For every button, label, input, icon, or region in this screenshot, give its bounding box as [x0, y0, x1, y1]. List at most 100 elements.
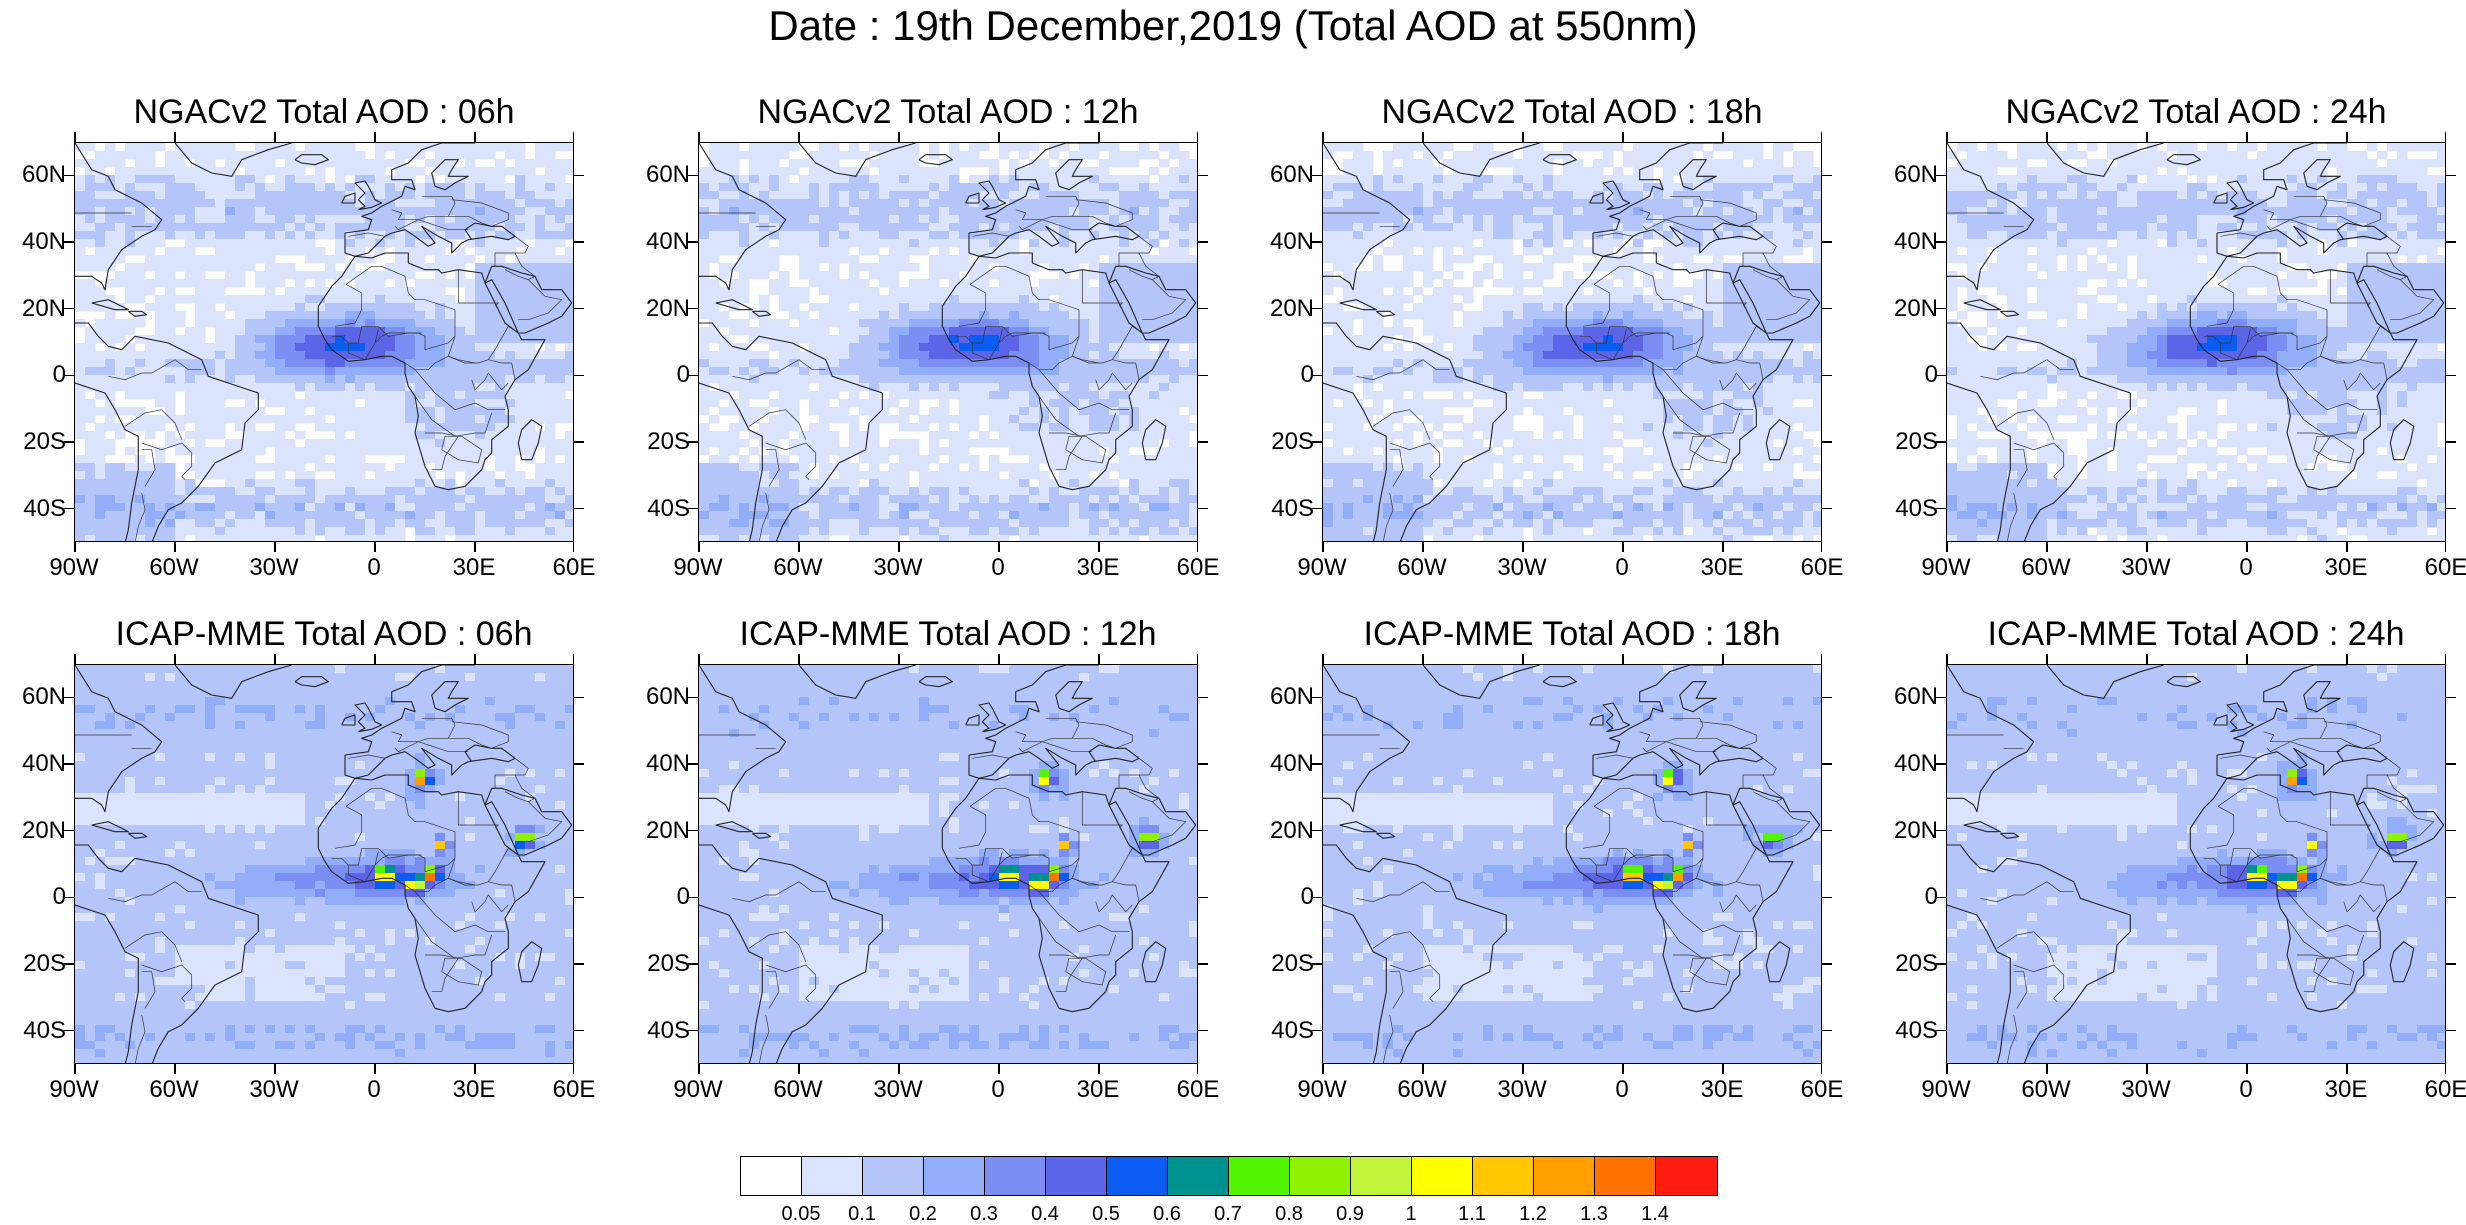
colorbar-swatch — [741, 1157, 802, 1195]
lon-tick-mark — [1322, 654, 1324, 664]
lat-tick-label: 60N — [620, 685, 690, 709]
lon-tick-mark — [274, 1064, 276, 1074]
lon-tick-label: 30W — [858, 556, 938, 580]
lat-tick-mark — [2446, 763, 2456, 765]
lat-tick-mark — [64, 308, 74, 310]
lon-tick-mark — [1422, 654, 1424, 664]
lat-tick-mark — [1822, 1030, 1832, 1032]
lat-tick-label: 40S — [620, 497, 690, 521]
lat-tick-mark — [1312, 830, 1322, 832]
lat-tick-mark — [688, 897, 698, 899]
lat-tick-mark — [1822, 830, 1832, 832]
lat-tick-mark — [1822, 697, 1832, 699]
lat-tick-mark — [1822, 241, 1832, 243]
panel-title: ICAP-MME Total AOD : 06h — [74, 614, 574, 654]
lon-tick-mark — [798, 1064, 800, 1074]
aod-map — [1322, 142, 1822, 542]
lon-tick-mark — [2246, 132, 2248, 142]
lat-tick-mark — [1198, 697, 1208, 699]
lat-tick-mark — [1822, 441, 1832, 443]
lon-tick-label: 60W — [134, 1078, 214, 1102]
colorbar-label: 1.4 — [1625, 1204, 1685, 1224]
lat-tick-mark — [2446, 508, 2456, 510]
lon-tick-mark — [1322, 132, 1324, 142]
lat-tick-label: 60N — [1868, 163, 1938, 187]
lon-tick-label: 30W — [1482, 556, 1562, 580]
lon-tick-label: 60E — [1782, 556, 1862, 580]
lat-tick-mark — [64, 508, 74, 510]
lat-tick-label: 20N — [1868, 297, 1938, 321]
panel-title: NGACv2 Total AOD : 06h — [74, 92, 574, 132]
lat-tick-label: 20S — [620, 430, 690, 454]
lon-tick-label: 60W — [2006, 556, 2086, 580]
lon-tick-label: 0 — [2206, 1078, 2286, 1102]
colorbar — [740, 1156, 1718, 1196]
lat-tick-label: 40S — [0, 1019, 66, 1043]
lon-tick-label: 60E — [534, 1078, 614, 1102]
colorbar-swatch — [863, 1157, 924, 1195]
lon-tick-label: 30E — [2306, 1078, 2386, 1102]
lon-tick-mark — [1622, 654, 1624, 664]
lat-tick-label: 40S — [1868, 1019, 1938, 1043]
lon-tick-mark — [374, 542, 376, 552]
lon-tick-mark — [1422, 132, 1424, 142]
lat-tick-mark — [574, 508, 584, 510]
lat-tick-mark — [1312, 375, 1322, 377]
lat-tick-label: 20S — [1868, 430, 1938, 454]
lat-tick-mark — [1822, 175, 1832, 177]
lat-tick-mark — [1198, 1030, 1208, 1032]
lat-tick-mark — [1936, 963, 1946, 965]
colorbar-swatch — [1473, 1157, 1534, 1195]
lat-tick-mark — [1198, 308, 1208, 310]
lat-tick-mark — [688, 763, 698, 765]
lon-tick-label: 60E — [534, 556, 614, 580]
lon-tick-label: 90W — [658, 556, 738, 580]
lon-tick-mark — [274, 132, 276, 142]
lat-tick-mark — [688, 241, 698, 243]
lat-tick-mark — [64, 830, 74, 832]
lat-tick-mark — [1936, 375, 1946, 377]
lon-tick-mark — [1821, 132, 1823, 142]
lat-tick-mark — [574, 308, 584, 310]
lon-tick-label: 90W — [1906, 1078, 1986, 1102]
lon-tick-mark — [1622, 132, 1624, 142]
lon-tick-label: 30W — [1482, 1078, 1562, 1102]
lon-tick-label: 0 — [1582, 556, 1662, 580]
lat-tick-mark — [1822, 963, 1832, 965]
lon-tick-mark — [698, 542, 700, 552]
lon-tick-mark — [798, 542, 800, 552]
lat-tick-mark — [64, 763, 74, 765]
lon-tick-label: 30E — [434, 556, 514, 580]
lat-tick-mark — [1312, 897, 1322, 899]
lat-tick-label: 40S — [0, 497, 66, 521]
lon-tick-mark — [1522, 542, 1524, 552]
lon-tick-mark — [474, 542, 476, 552]
lon-tick-label: 90W — [1906, 556, 1986, 580]
lat-tick-mark — [574, 1030, 584, 1032]
aod-map — [698, 664, 1198, 1064]
lon-tick-label: 60W — [1382, 556, 1462, 580]
lon-tick-mark — [1821, 1064, 1823, 1074]
lon-tick-mark — [274, 542, 276, 552]
lat-tick-mark — [2446, 241, 2456, 243]
lat-tick-mark — [1822, 763, 1832, 765]
colorbar-label: 1 — [1381, 1204, 1441, 1224]
lon-tick-mark — [898, 132, 900, 142]
lat-tick-mark — [64, 963, 74, 965]
lon-tick-label: 30E — [2306, 556, 2386, 580]
colorbar-label: 0.5 — [1076, 1204, 1136, 1224]
lon-tick-label: 60E — [1782, 1078, 1862, 1102]
lat-tick-label: 0 — [1244, 363, 1314, 387]
lon-tick-mark — [2346, 132, 2348, 142]
lat-tick-label: 40N — [0, 752, 66, 776]
lat-tick-label: 0 — [1868, 885, 1938, 909]
lon-tick-mark — [2046, 1064, 2048, 1074]
lat-tick-label: 0 — [620, 363, 690, 387]
lat-tick-mark — [1312, 963, 1322, 965]
lat-tick-mark — [2446, 375, 2456, 377]
lat-tick-mark — [1198, 175, 1208, 177]
lat-tick-mark — [2446, 830, 2456, 832]
lat-tick-mark — [1936, 830, 1946, 832]
